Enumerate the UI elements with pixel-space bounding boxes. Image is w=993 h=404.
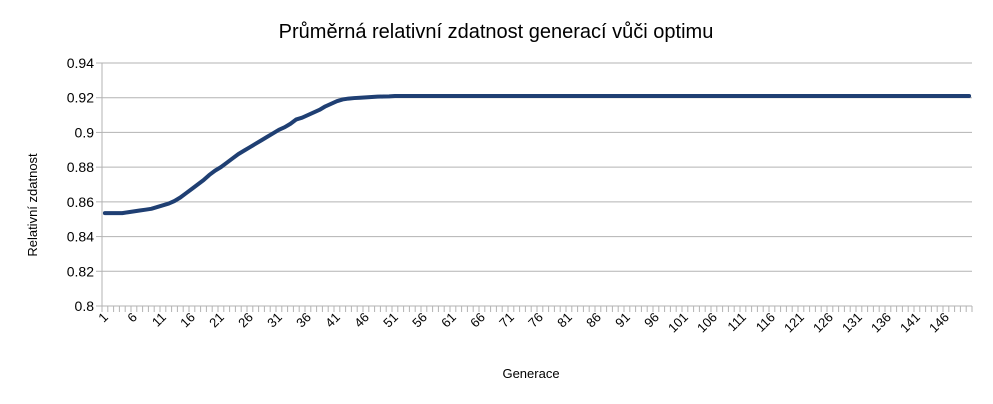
x-tick-label: 81 bbox=[554, 310, 575, 331]
x-tick-label: 91 bbox=[612, 310, 633, 331]
x-tick-label: 31 bbox=[264, 310, 285, 331]
axes bbox=[101, 63, 972, 307]
x-tick-label: 116 bbox=[753, 310, 778, 335]
series-line bbox=[102, 93, 972, 216]
x-tick-label: 1 bbox=[95, 310, 111, 326]
x-tick-label: 71 bbox=[496, 310, 517, 331]
x-tick-label: 16 bbox=[177, 310, 198, 331]
x-tick-label: 111 bbox=[724, 310, 749, 335]
x-tick-label: 96 bbox=[641, 310, 662, 331]
x-axis-title: Generace bbox=[502, 366, 559, 381]
x-tick-label: 6 bbox=[124, 310, 140, 326]
x-tick-label: 121 bbox=[781, 310, 807, 336]
y-tick-label: 0.94 bbox=[67, 55, 94, 71]
x-tick-label: 46 bbox=[351, 310, 372, 331]
x-tick-label: 141 bbox=[897, 310, 923, 336]
x-tick-label: 51 bbox=[380, 310, 401, 331]
x-tick-label: 36 bbox=[293, 310, 314, 331]
x-tick-label: 136 bbox=[868, 310, 894, 336]
x-tick-label: 86 bbox=[583, 310, 604, 331]
y-tick-label: 0.88 bbox=[67, 159, 94, 175]
y-tick-label: 0.92 bbox=[67, 90, 94, 106]
x-tick-labels: 1 6 11 16 21 26 31 36 41 46 51 56 61 66 71 76 81 86 91 96 10… bbox=[95, 310, 952, 336]
x-tick-label: 11 bbox=[149, 310, 169, 330]
x-tick-label: 126 bbox=[810, 310, 836, 336]
y-tick-label: 0.82 bbox=[67, 263, 94, 279]
y-tick-label: 0.8 bbox=[75, 298, 95, 314]
x-tick-label: 61 bbox=[438, 310, 459, 331]
y-axis-title: Relativní zdatnost bbox=[25, 153, 40, 257]
x-tick-label: 21 bbox=[206, 310, 227, 331]
x-tick-label: 76 bbox=[525, 310, 546, 331]
y-tick-labels: 0.8 0.82 0.84 0.86 0.88 0.9 0.92 0.94 bbox=[67, 55, 94, 314]
x-tick-label: 56 bbox=[409, 310, 430, 331]
x-tick-label: 131 bbox=[839, 310, 865, 336]
x-tick-label: 26 bbox=[235, 310, 256, 331]
x-tick-label: 106 bbox=[694, 310, 720, 336]
y-tick-label: 0.9 bbox=[75, 124, 95, 140]
chart-title: Průměrná relativní zdatnost generací vůč… bbox=[279, 21, 714, 43]
x-tick-label: 41 bbox=[322, 310, 343, 331]
x-tick-label: 101 bbox=[665, 310, 691, 336]
x-minor-ticks bbox=[101, 306, 973, 312]
x-tick-label: 146 bbox=[926, 310, 952, 336]
y-tick-label: 0.86 bbox=[67, 194, 94, 210]
y-tick-label: 0.84 bbox=[67, 229, 94, 245]
grid-lines bbox=[96, 62, 972, 307]
x-tick-label: 66 bbox=[467, 310, 488, 331]
